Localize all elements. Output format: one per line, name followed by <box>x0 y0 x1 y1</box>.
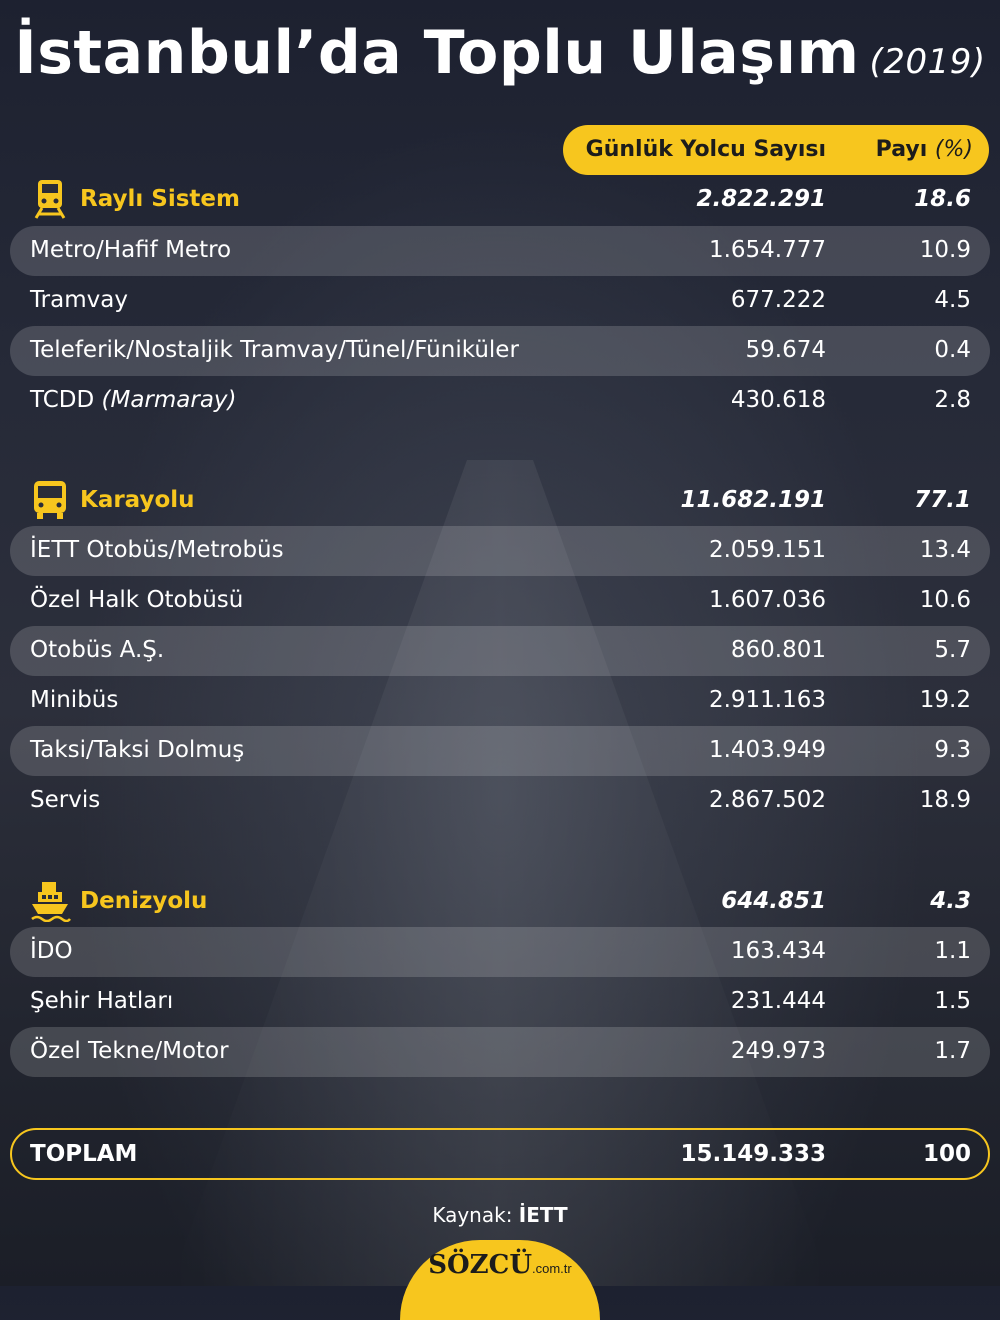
row-share: 5.7 <box>934 637 971 663</box>
table-row: Metro/Hafif Metro 1.654.777 10.9 <box>10 226 990 276</box>
table-row: Teleferik/Nostaljik Tramvay/Tünel/Fünikü… <box>10 326 990 376</box>
header-share: Payı (%) <box>876 137 973 162</box>
table-row: Şehir Hatları 231.444 1.5 <box>10 977 990 1027</box>
row-share: 2.8 <box>934 387 971 413</box>
table-row: İETT Otobüs/Metrobüs 2.059.151 13.4 <box>10 526 990 576</box>
source-name: İETT <box>518 1203 568 1227</box>
total-label: TOPLAM <box>30 1141 138 1167</box>
category-row-sea: Denizyolu 644.851 4.3 <box>10 877 990 927</box>
row-label-main: TCDD <box>30 387 95 413</box>
row-value: 430.618 <box>730 387 826 413</box>
row-share: 18.9 <box>919 787 971 813</box>
category-label: Denizyolu <box>80 888 208 914</box>
row-share: 9.3 <box>934 737 971 763</box>
row-label: İDO <box>30 938 73 964</box>
total-value: 15.149.333 <box>680 1141 826 1167</box>
row-value: 231.444 <box>730 988 826 1014</box>
row-share: 4.5 <box>934 287 971 313</box>
row-label: TCDD (Marmaray) <box>30 387 237 413</box>
category-total: 11.682.191 <box>680 487 826 513</box>
header-passengers: Günlük Yolcu Sayısı <box>585 137 826 162</box>
row-label: Servis <box>30 787 101 813</box>
source-prefix: Kaynak: <box>432 1203 519 1227</box>
row-value: 249.973 <box>730 1038 826 1064</box>
source-note: Kaynak: İETT <box>0 1203 1000 1227</box>
row-value: 2.911.163 <box>708 687 826 713</box>
row-share: 10.6 <box>919 587 971 613</box>
table-row: Özel Halk Otobüsü 1.607.036 10.6 <box>10 576 990 626</box>
header-share-unit: (%) <box>934 137 973 162</box>
row-share: 13.4 <box>919 537 971 563</box>
table-row: Minibüs 2.911.163 19.2 <box>10 676 990 726</box>
row-value: 2.867.502 <box>708 787 826 813</box>
row-value: 677.222 <box>730 287 826 313</box>
row-label: Minibüs <box>30 687 119 713</box>
category-share: 77.1 <box>914 487 971 513</box>
table-row: Taksi/Taksi Dolmuş 1.403.949 9.3 <box>10 726 990 776</box>
row-label: İETT Otobüs/Metrobüs <box>30 537 284 563</box>
train-icon <box>34 180 66 219</box>
row-share: 1.5 <box>934 988 971 1014</box>
row-share: 1.1 <box>934 938 971 964</box>
row-value: 1.607.036 <box>708 587 826 613</box>
row-value: 2.059.151 <box>708 537 826 563</box>
row-label: Tramvay <box>30 287 128 313</box>
category-total: 644.851 <box>721 888 826 914</box>
category-share: 18.6 <box>914 186 971 212</box>
row-label: Metro/Hafif Metro <box>30 237 232 263</box>
table-row: Özel Tekne/Motor 249.973 1.7 <box>10 1027 990 1077</box>
row-share: 10.9 <box>919 237 971 263</box>
row-value: 1.403.949 <box>708 737 826 763</box>
brand-logo: SÖZCÜ.com.tr <box>400 1240 600 1320</box>
bus-icon <box>34 481 66 519</box>
category-label: Raylı Sistem <box>80 186 240 212</box>
category-total: 2.822.291 <box>696 186 827 212</box>
row-label: Özel Tekne/Motor <box>30 1038 229 1064</box>
category-share: 4.3 <box>930 888 971 914</box>
row-value: 860.801 <box>730 637 826 663</box>
table-row: İDO 163.434 1.1 <box>10 927 990 977</box>
row-value: 1.654.777 <box>708 237 826 263</box>
row-share: 0.4 <box>934 337 971 363</box>
logo-suffix: .com.tr <box>532 1261 572 1276</box>
logo-name: SÖZCÜ <box>428 1250 533 1280</box>
page-title: İstanbul’da Toplu Ulaşım (2019) <box>0 18 1000 88</box>
total-share: 100 <box>922 1141 971 1167</box>
row-label-note: (Marmaray) <box>101 387 237 413</box>
row-value: 163.434 <box>730 938 826 964</box>
category-row-road: Karayolu 11.682.191 77.1 <box>10 476 990 526</box>
title-year: (2019) <box>869 42 986 82</box>
row-label: Otobüs A.Ş. <box>30 637 165 663</box>
row-label: Şehir Hatları <box>30 988 174 1014</box>
row-share: 19.2 <box>919 687 971 713</box>
category-row-rail: Raylı Sistem 2.822.291 18.6 <box>10 175 990 225</box>
header-share-label: Payı <box>875 137 935 162</box>
row-label: Teleferik/Nostaljik Tramvay/Tünel/Fünikü… <box>30 337 519 363</box>
table-row: Servis 2.867.502 18.9 <box>10 776 990 826</box>
title-main: İstanbul’da Toplu Ulaşım <box>14 18 860 88</box>
ferry-icon <box>31 882 71 922</box>
table-row: Otobüs A.Ş. 860.801 5.7 <box>10 626 990 676</box>
column-header-bar: Günlük Yolcu Sayısı Payı (%) <box>563 125 989 175</box>
table-row: TCDD (Marmaray) 430.618 2.8 <box>10 376 990 426</box>
category-label: Karayolu <box>80 487 195 513</box>
total-row: TOPLAM 15.149.333 100 <box>10 1128 990 1180</box>
row-label: Taksi/Taksi Dolmuş <box>30 737 245 763</box>
row-label: Özel Halk Otobüsü <box>30 587 244 613</box>
row-share: 1.7 <box>934 1038 971 1064</box>
table-row: Tramvay 677.222 4.5 <box>10 276 990 326</box>
row-value: 59.674 <box>745 337 826 363</box>
